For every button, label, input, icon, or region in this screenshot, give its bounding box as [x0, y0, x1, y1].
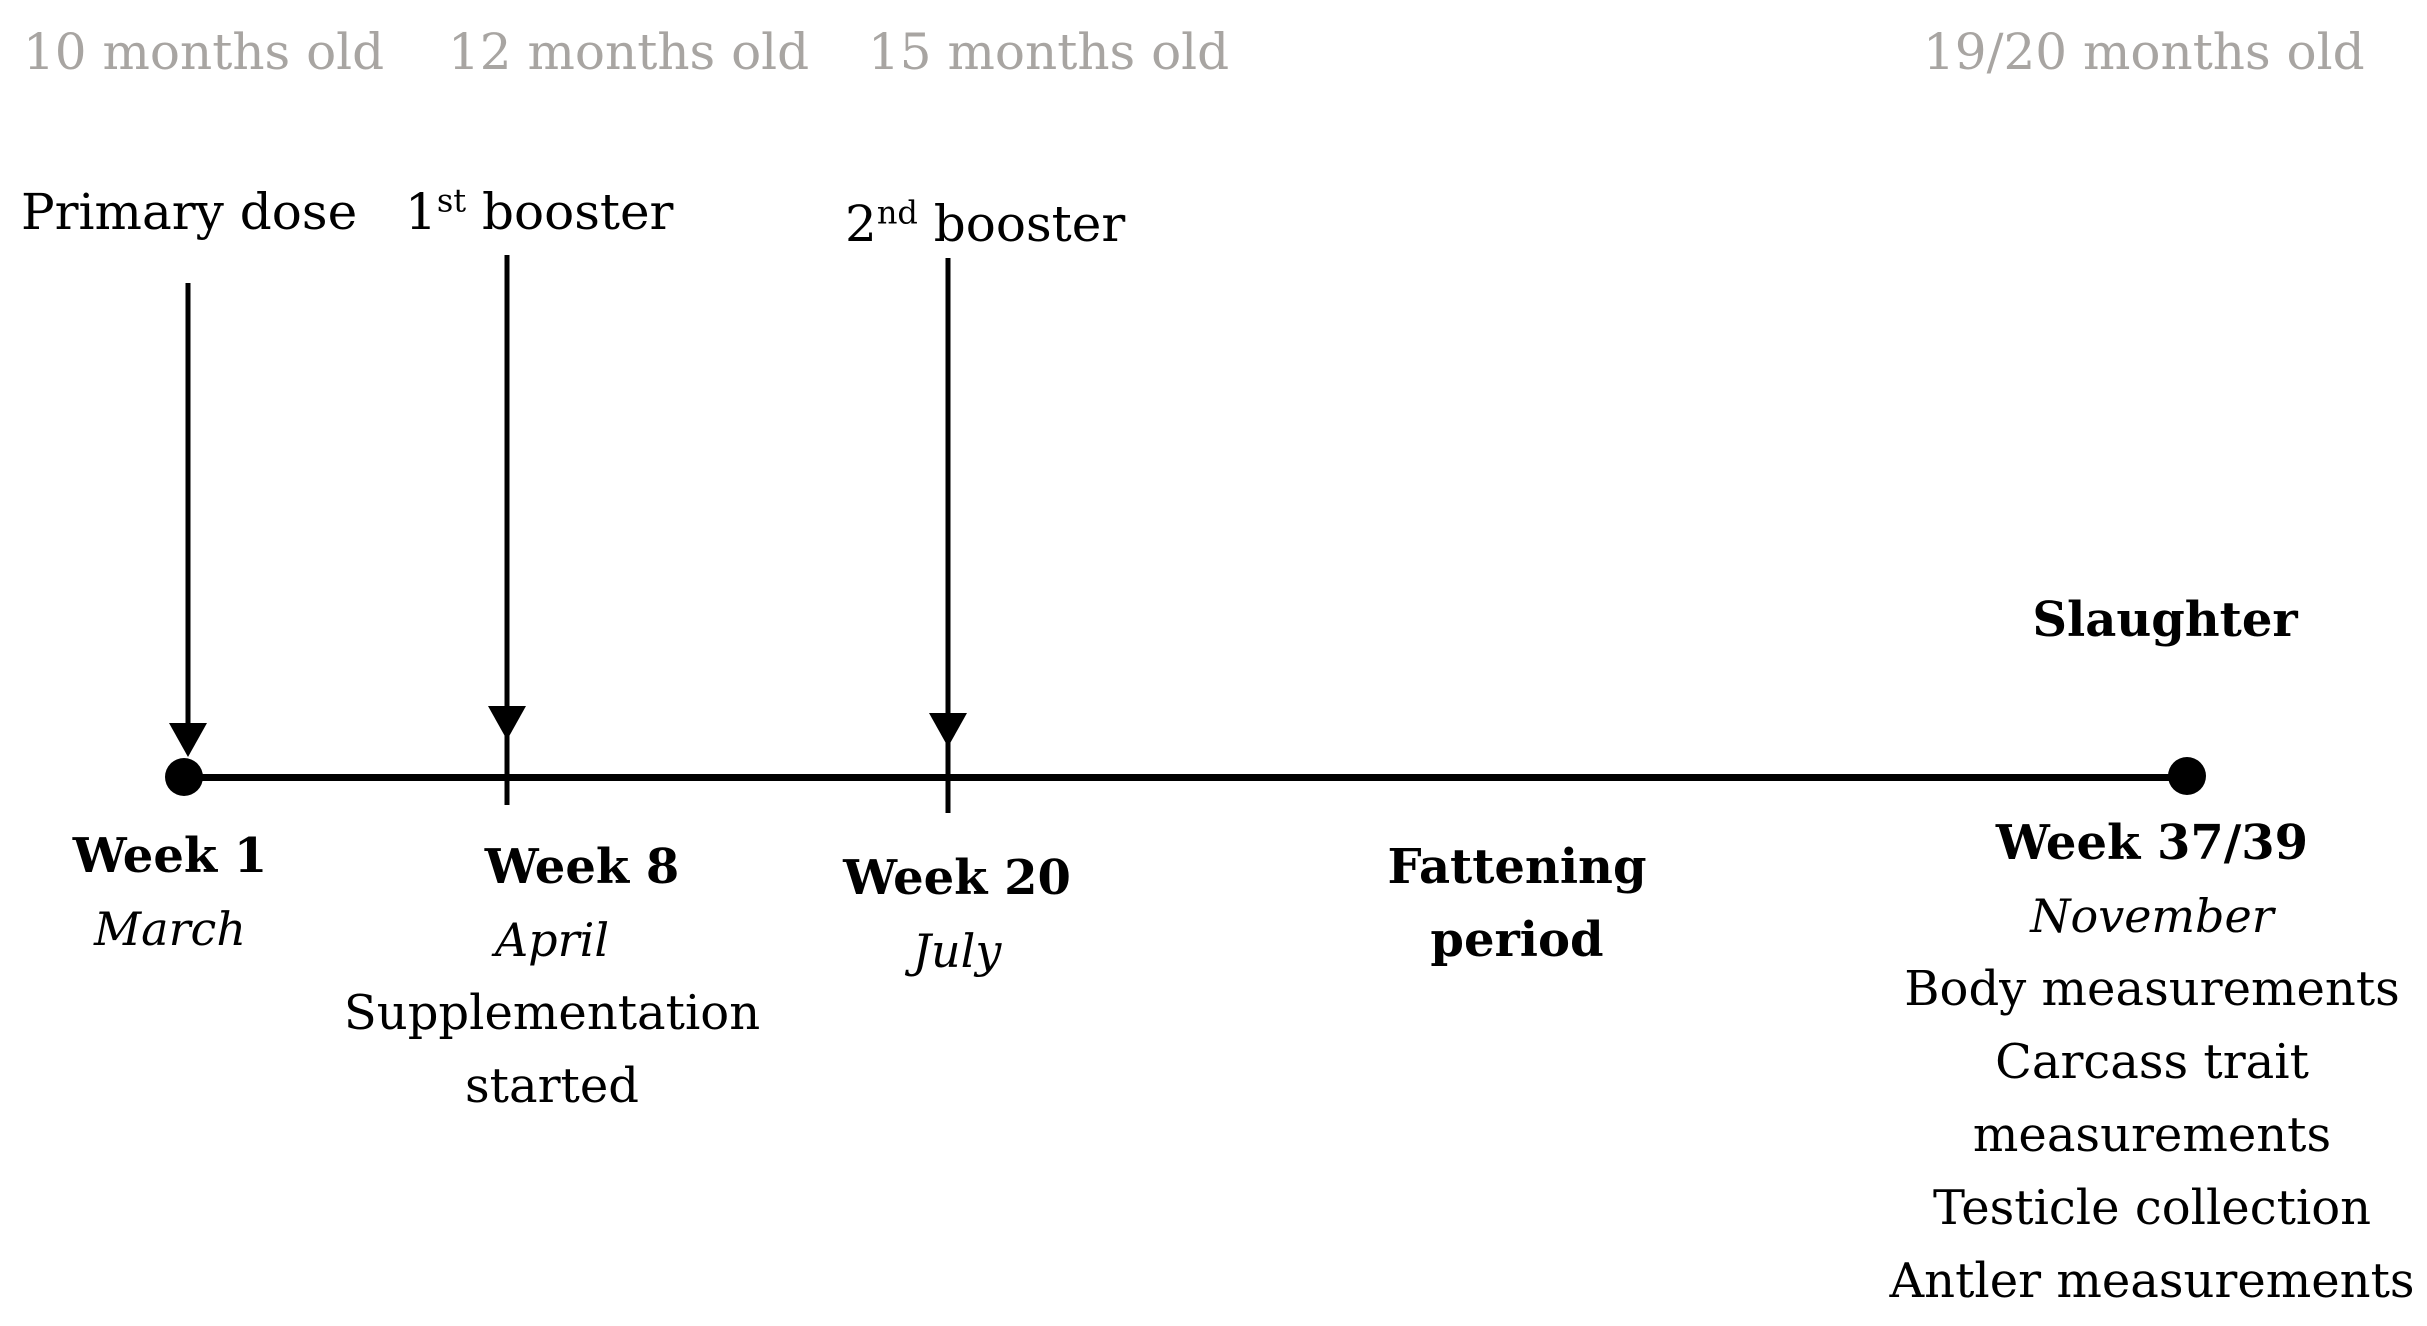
milestone-week20-label: Week 20 — [843, 850, 1071, 906]
vaccination-label-rest: booster — [466, 183, 674, 241]
timeline-start-dot — [165, 758, 203, 796]
milestone-week1: Week 1 March — [73, 820, 267, 966]
milestone-week8-note-line2: started — [465, 1058, 639, 1114]
second-booster-arrow-line — [945, 258, 951, 813]
milestone-week1-label: Week 1 — [72, 828, 268, 884]
endpoint-activity-body-measurements: Body measurements — [1904, 961, 2400, 1017]
primary-dose-arrow-line — [185, 283, 191, 745]
slaughter-label: Slaughter — [2032, 592, 2298, 648]
endpoint-activity-antler-measurements: Antler measurements — [1889, 1253, 2415, 1309]
vaccination-label-first-booster: 1st booster — [405, 182, 673, 242]
milestone-week1-month: March — [94, 902, 246, 956]
primary-dose-arrowhead-icon — [169, 723, 207, 757]
endpoint-activity-carcass-measurements: measurements — [1972, 1107, 2332, 1163]
timeline-end-dot — [2168, 757, 2206, 795]
milestone-week8-label: Week 8 — [484, 839, 680, 895]
vaccination-label-primary-dose: Primary dose — [21, 182, 357, 242]
milestone-week20-month: July — [912, 924, 1002, 978]
milestone-week8-month: April — [494, 913, 610, 967]
vaccination-label-sup: st — [436, 181, 467, 220]
milestone-week8: April Supplementation started — [344, 904, 760, 1123]
milestone-week8-note-line1: Supplementation — [343, 985, 761, 1041]
age-marker-19-20-months: 19/20 months old — [1923, 23, 2365, 81]
milestone-week20: Week 20 July — [843, 842, 1071, 988]
fattening-line2: period — [1430, 912, 1604, 968]
vaccination-label-second-booster: 2nd booster — [845, 194, 1125, 254]
first-booster-arrow-line — [504, 255, 510, 805]
endpoint-week-label: Week 37/39 — [1995, 815, 2309, 871]
vaccination-label-text: Primary dose — [21, 183, 358, 241]
vaccination-label-text: 1 — [405, 183, 437, 241]
fattening-line1: Fattening — [1387, 839, 1647, 895]
fattening-period-label: Fattening period — [1387, 831, 1646, 977]
second-booster-arrowhead-icon — [929, 713, 967, 747]
endpoint-block: Week 37/39 November Body measurements Ca… — [1889, 807, 2414, 1318]
age-marker-15-months: 15 months old — [868, 23, 1230, 81]
age-marker-10-months: 10 months old — [23, 23, 385, 81]
endpoint-activity-testicle-collection: Testicle collection — [1932, 1180, 2372, 1236]
first-booster-arrowhead-icon — [488, 706, 526, 740]
endpoint-activity-carcass-trait: Carcass trait — [1995, 1034, 2309, 1090]
age-marker-12-months: 12 months old — [448, 23, 810, 81]
vaccination-label-rest: booster — [917, 195, 1126, 253]
timeline-line — [184, 774, 2190, 781]
endpoint-month: November — [2030, 889, 2274, 943]
vaccination-label-sup: nd — [876, 193, 918, 232]
vaccination-label-text: 2 — [845, 195, 877, 253]
